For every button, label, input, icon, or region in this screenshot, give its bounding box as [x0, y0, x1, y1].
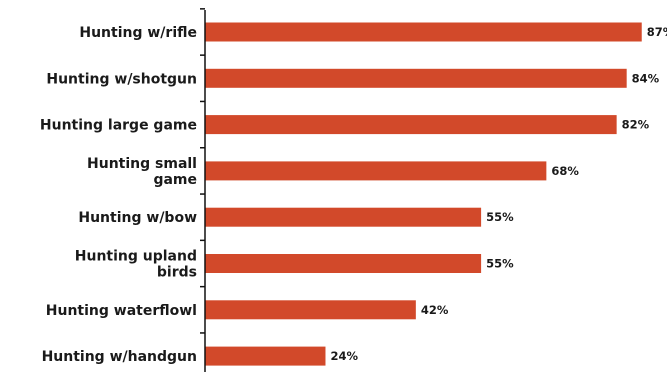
bar — [205, 68, 627, 88]
value-label: 68% — [551, 164, 579, 178]
bar — [205, 346, 326, 366]
category-label: Hunting waterflowl — [46, 303, 197, 319]
category-label: Hunting small game — [87, 156, 197, 188]
value-label: 55% — [486, 210, 514, 224]
y-axis-ticks — [200, 8, 205, 334]
value-label: 42% — [421, 303, 449, 317]
category-label: Hunting w/handgun — [42, 349, 197, 365]
category-label: Hunting w/bow — [78, 210, 197, 226]
bar — [205, 22, 642, 42]
bar — [205, 161, 547, 181]
value-label: 55% — [486, 257, 514, 271]
category-label: Hunting large game — [40, 118, 197, 134]
category-label: Hunting w/shotgun — [46, 71, 197, 87]
value-label: 84% — [632, 71, 660, 85]
bar — [205, 254, 482, 273]
labels-layer: 87% Hunting w/rifle 84% Hunting w/shotgun 82… — [40, 25, 667, 365]
bars-layer — [205, 22, 642, 366]
category-label: Hunting upland birds — [75, 249, 197, 281]
bar — [205, 207, 482, 227]
bar — [205, 115, 617, 135]
category-label: Hunting w/rifle — [79, 25, 197, 41]
value-label: 24% — [330, 349, 358, 363]
bar — [205, 300, 416, 320]
value-label: 87% — [647, 25, 667, 39]
value-label: 82% — [622, 118, 650, 132]
